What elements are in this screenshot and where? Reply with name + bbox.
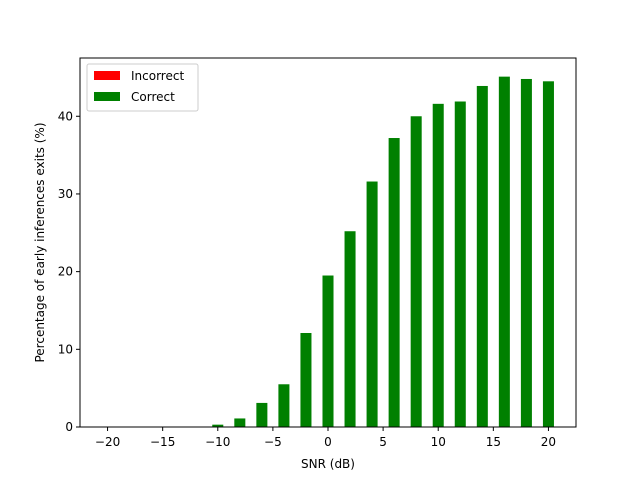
x-tick-label: −5	[264, 435, 282, 449]
x-tick-label: −20	[95, 435, 120, 449]
bar-correct	[520, 78, 532, 428]
bar-correct	[454, 101, 466, 427]
x-tick-label: 0	[324, 435, 332, 449]
legend-label-incorrect: Incorrect	[131, 69, 184, 83]
legend: Incorrect Correct	[86, 63, 199, 112]
legend-label-correct: Correct	[131, 90, 175, 104]
bar-correct	[212, 424, 224, 427]
bar-correct	[476, 85, 488, 428]
y-tick-label: 30	[58, 187, 73, 201]
bar-correct	[542, 81, 554, 427]
x-axis-label: SNR (dB)	[301, 457, 355, 471]
bar-correct	[432, 103, 444, 428]
bar-correct	[278, 384, 290, 427]
y-tick-label: 40	[58, 109, 73, 123]
bar-correct	[388, 138, 400, 427]
x-tick-label: 10	[431, 435, 446, 449]
bar-correct	[322, 275, 334, 427]
legend-swatch-correct	[94, 92, 120, 101]
x-tick-label: −10	[205, 435, 230, 449]
bars-group	[212, 76, 554, 428]
bar-correct	[498, 76, 510, 427]
x-tick-label: 5	[379, 435, 387, 449]
y-tick-label: 0	[65, 420, 73, 434]
bar-correct	[256, 402, 268, 427]
legend-swatch-incorrect	[94, 71, 120, 80]
bar-correct	[366, 181, 378, 427]
y-axis-ticks: 0 10 20 30 40	[58, 109, 80, 434]
y-tick-label: 20	[58, 265, 73, 279]
x-tick-label: 20	[541, 435, 556, 449]
bar-correct	[300, 333, 312, 427]
bar-correct	[344, 231, 356, 427]
x-axis-ticks: −20 −15 −10 −5 0 5 10 15 20	[95, 427, 556, 449]
x-tick-label: 15	[486, 435, 501, 449]
x-tick-label: −15	[150, 435, 175, 449]
y-axis-label: Percentage of early inferences exits (%)	[33, 122, 47, 362]
bar-correct	[410, 116, 422, 428]
y-tick-label: 10	[58, 342, 73, 356]
bar-correct	[234, 418, 246, 427]
